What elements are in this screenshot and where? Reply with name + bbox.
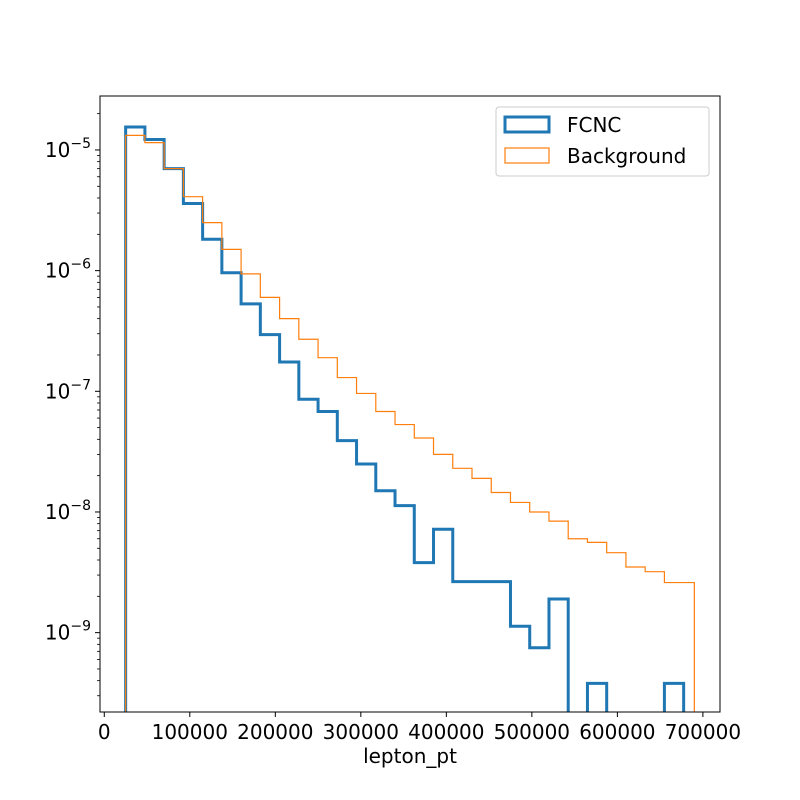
series-layer bbox=[124, 125, 695, 712]
x-tick-label: 600000 bbox=[579, 720, 655, 744]
y-tick-label: 10−9 bbox=[45, 619, 91, 645]
x-tick-label: 400000 bbox=[408, 720, 484, 744]
x-tick-label: 0 bbox=[98, 720, 111, 744]
y-tick-label: 10−6 bbox=[45, 257, 91, 283]
x-axis-label: lepton_pt bbox=[363, 744, 457, 768]
x-axis: 0 100000 200000 300000 400000 500000 600000 700… bbox=[98, 712, 741, 744]
y-tick-label: 10−7 bbox=[45, 377, 91, 403]
y-tick-label: 10−8 bbox=[45, 498, 91, 524]
y-axis: 10−9 10−8 10−7 10−6 10−5 bbox=[45, 113, 100, 697]
plot-frame bbox=[99, 95, 721, 713]
x-tick-label: 100000 bbox=[152, 720, 228, 744]
x-tick-label: 500000 bbox=[494, 720, 570, 744]
legend: FCNC Background bbox=[495, 106, 710, 177]
x-tick-label: 300000 bbox=[323, 720, 399, 744]
legend-swatch-fcnc bbox=[503, 115, 551, 134]
legend-label-background: Background bbox=[567, 144, 686, 168]
x-tick-label: 200000 bbox=[237, 720, 313, 744]
legend-label-fcnc: FCNC bbox=[567, 113, 621, 137]
series-background-step bbox=[125, 134, 695, 712]
y-tick-label: 10−5 bbox=[45, 136, 91, 162]
legend-swatch-background bbox=[504, 147, 550, 164]
x-tick-label: 700000 bbox=[665, 720, 741, 744]
series-fcnc-step bbox=[124, 125, 686, 712]
